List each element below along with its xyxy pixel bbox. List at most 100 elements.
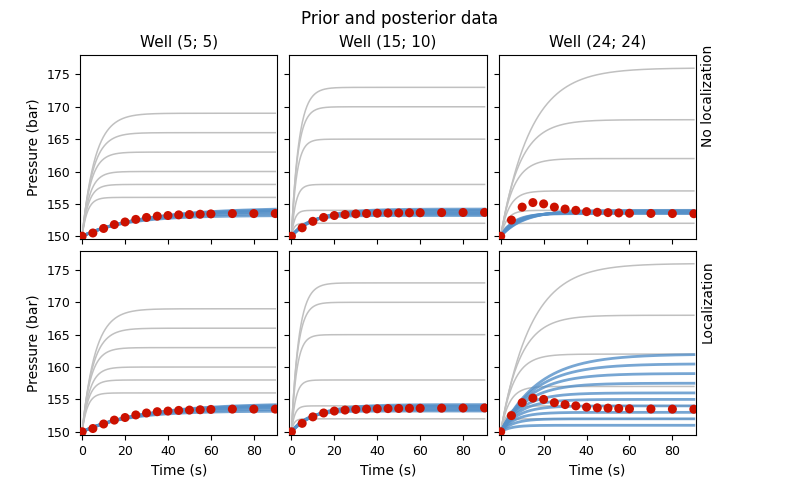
Title: Well (15; 10): Well (15; 10) — [339, 34, 437, 50]
Point — [76, 232, 89, 240]
Point — [269, 405, 282, 413]
Point — [516, 398, 529, 406]
X-axis label: Time (s): Time (s) — [569, 464, 626, 477]
Point — [108, 220, 121, 228]
Point — [414, 208, 426, 216]
Point — [151, 212, 164, 220]
Point — [687, 405, 700, 413]
Point — [558, 400, 571, 408]
Point — [140, 214, 153, 222]
Point — [285, 232, 298, 240]
Point — [350, 406, 362, 413]
Point — [162, 407, 174, 415]
Point — [403, 209, 416, 217]
Text: Localization: Localization — [701, 260, 715, 343]
Point — [457, 404, 470, 412]
Point — [494, 428, 507, 436]
X-axis label: Time (s): Time (s) — [150, 464, 207, 477]
Point — [194, 210, 206, 218]
Point — [538, 200, 550, 208]
Point — [350, 210, 362, 218]
Point — [414, 404, 426, 412]
Point — [226, 210, 238, 218]
Point — [86, 424, 99, 432]
Point — [457, 208, 470, 216]
Point — [205, 406, 218, 413]
Point — [612, 209, 625, 217]
Point — [328, 407, 341, 415]
Point — [108, 416, 121, 424]
Point — [306, 413, 319, 421]
Title: Well (5; 5): Well (5; 5) — [140, 34, 218, 50]
Point — [205, 210, 218, 218]
Point — [526, 198, 539, 206]
Point — [338, 406, 351, 414]
Point — [269, 210, 282, 218]
Point — [623, 405, 636, 413]
Point — [296, 420, 309, 428]
Point — [526, 394, 539, 402]
Point — [558, 205, 571, 213]
Point — [130, 216, 142, 224]
Point — [478, 404, 491, 412]
Point — [98, 224, 110, 232]
Point — [591, 404, 604, 412]
Point — [360, 210, 373, 218]
Point — [505, 216, 518, 224]
Point — [666, 210, 678, 218]
Point — [580, 208, 593, 216]
Point — [505, 412, 518, 420]
Point — [183, 210, 196, 218]
Point — [76, 428, 89, 436]
Point — [318, 214, 330, 222]
Point — [435, 404, 448, 412]
Point — [183, 406, 196, 414]
Text: No localization: No localization — [701, 45, 715, 147]
Point — [318, 409, 330, 417]
Point — [194, 406, 206, 414]
Point — [580, 403, 593, 411]
Point — [382, 209, 394, 217]
Point — [591, 208, 604, 216]
Point — [247, 210, 260, 218]
Point — [392, 404, 405, 412]
Point — [130, 411, 142, 419]
Point — [494, 232, 507, 240]
Point — [338, 210, 351, 218]
Point — [403, 404, 416, 412]
Point — [371, 210, 384, 218]
Point — [118, 414, 131, 422]
Point — [140, 409, 153, 417]
Point — [645, 210, 658, 218]
Point — [285, 428, 298, 436]
Point — [371, 405, 384, 413]
Point — [98, 420, 110, 428]
Point — [478, 208, 491, 216]
Point — [392, 209, 405, 217]
Point — [602, 404, 614, 412]
Y-axis label: Pressure (bar): Pressure (bar) — [27, 294, 41, 392]
X-axis label: Time (s): Time (s) — [360, 464, 416, 477]
Point — [172, 406, 185, 414]
Point — [645, 405, 658, 413]
Point — [118, 218, 131, 226]
Point — [360, 405, 373, 413]
Point — [162, 212, 174, 220]
Point — [172, 211, 185, 219]
Point — [516, 203, 529, 211]
Point — [570, 402, 582, 410]
Text: Prior and posterior data: Prior and posterior data — [302, 10, 498, 28]
Point — [687, 210, 700, 218]
Point — [226, 405, 238, 413]
Point — [602, 208, 614, 216]
Point — [623, 210, 636, 218]
Title: Well (24; 24): Well (24; 24) — [549, 34, 646, 50]
Point — [570, 206, 582, 214]
Point — [328, 212, 341, 220]
Point — [612, 404, 625, 412]
Point — [382, 404, 394, 412]
Point — [548, 398, 561, 406]
Y-axis label: Pressure (bar): Pressure (bar) — [27, 98, 41, 196]
Point — [548, 203, 561, 211]
Point — [151, 408, 164, 416]
